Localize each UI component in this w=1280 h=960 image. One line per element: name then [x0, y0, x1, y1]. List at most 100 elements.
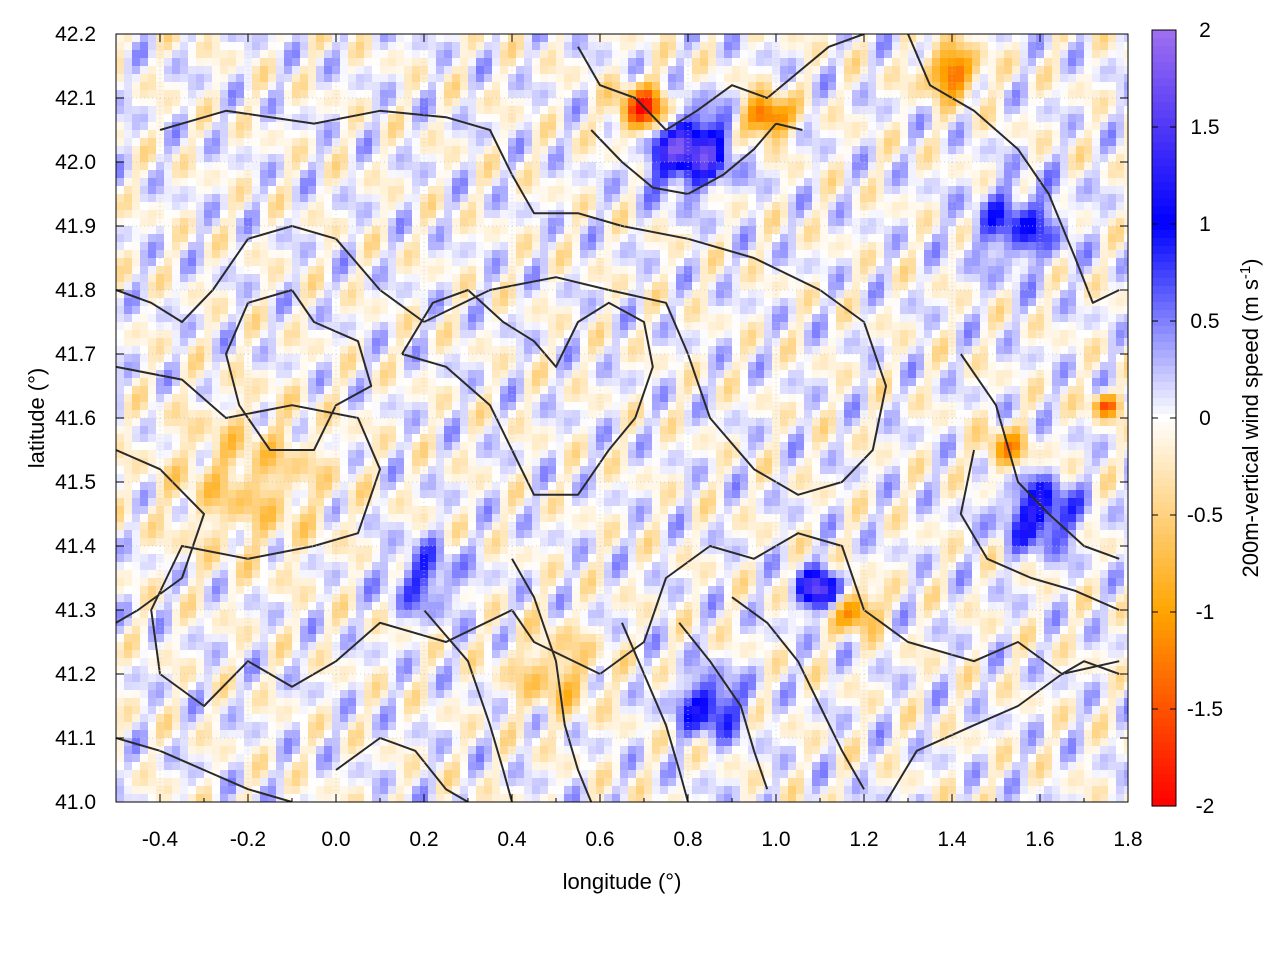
heatmap-cell [524, 50, 532, 58]
heatmap-cell [756, 314, 764, 322]
heatmap-cell [460, 346, 468, 354]
heatmap-cell [340, 242, 348, 250]
heatmap-cell [916, 66, 924, 74]
heatmap-cell [412, 346, 420, 354]
heatmap-cell [484, 298, 492, 306]
heatmap-cell [132, 266, 140, 274]
heatmap-cell [1116, 138, 1124, 146]
heatmap-cell [1020, 170, 1028, 178]
heatmap-cell [140, 90, 148, 98]
heatmap-cell [884, 66, 892, 74]
heatmap-cell [380, 50, 388, 58]
heatmap-cell [116, 98, 124, 106]
heatmap-cell [1020, 194, 1028, 202]
heatmap-cell [988, 282, 996, 290]
heatmap-cell [724, 338, 732, 346]
heatmap-cell [572, 146, 580, 154]
heatmap-cell [644, 186, 652, 194]
heatmap-cell [204, 42, 212, 50]
heatmap-cell [364, 194, 372, 202]
heatmap-cell [268, 226, 276, 234]
heatmap-cell [396, 282, 404, 290]
heatmap-cell [676, 138, 684, 146]
heatmap-cell [220, 202, 228, 210]
heatmap-cell [676, 210, 684, 218]
heatmap-cell [556, 290, 564, 298]
heatmap-cell [884, 314, 892, 322]
heatmap-cell [124, 74, 132, 82]
heatmap-cell [828, 218, 836, 226]
heatmap-cell [500, 162, 508, 170]
heatmap-cell [1060, 58, 1068, 66]
heatmap-cell [548, 290, 556, 298]
heatmap-cell [716, 282, 724, 290]
heatmap-cell [972, 34, 980, 42]
heatmap-cell [524, 250, 532, 258]
heatmap-cell [460, 50, 468, 58]
heatmap-cell [980, 266, 988, 274]
heatmap-cell [500, 266, 508, 274]
heatmap-cell [180, 322, 188, 330]
heatmap-cell [428, 154, 436, 162]
heatmap-cell [716, 330, 724, 338]
heatmap-cell [828, 146, 836, 154]
heatmap-cell [940, 322, 948, 330]
heatmap-cell [252, 138, 260, 146]
heatmap-cell [404, 34, 412, 42]
heatmap-cell [404, 66, 412, 74]
heatmap-cell [428, 74, 436, 82]
heatmap-cell [116, 138, 124, 146]
heatmap-cell [236, 330, 244, 338]
heatmap-cell [196, 322, 204, 330]
heatmap-cell [388, 186, 396, 194]
heatmap-cell [804, 242, 812, 250]
heatmap-cell [708, 258, 716, 266]
heatmap-cell [364, 170, 372, 178]
heatmap-cell [660, 330, 668, 338]
heatmap-cell [652, 282, 660, 290]
heatmap-cell [412, 226, 420, 234]
heatmap-cell [612, 226, 620, 234]
heatmap-cell [756, 194, 764, 202]
heatmap-cell [436, 114, 444, 122]
heatmap-cell [524, 178, 532, 186]
heatmap-cell [412, 274, 420, 282]
heatmap-cell [732, 218, 740, 226]
heatmap-cell [484, 170, 492, 178]
heatmap-cell [964, 74, 972, 82]
heatmap-cell [476, 106, 484, 114]
heatmap-cell [692, 266, 700, 274]
heatmap-cell [540, 106, 548, 114]
heatmap-cell [204, 210, 212, 218]
heatmap-cell [1124, 226, 1128, 234]
heatmap-cell [916, 114, 924, 122]
heatmap-cell [652, 250, 660, 258]
heatmap-cell [820, 122, 828, 130]
heatmap-cell [1084, 338, 1092, 346]
heatmap-cell [124, 34, 132, 42]
heatmap-cell [380, 338, 388, 346]
heatmap-cell [796, 154, 804, 162]
heatmap-cell [524, 106, 532, 114]
heatmap-cell [1076, 306, 1084, 314]
heatmap-cell [236, 290, 244, 298]
heatmap-cell [340, 298, 348, 306]
heatmap-cell [1116, 106, 1124, 114]
heatmap-cell [700, 330, 708, 338]
heatmap-cell [836, 114, 844, 122]
heatmap-cell [476, 282, 484, 290]
heatmap-cell [540, 314, 548, 322]
heatmap-cell [524, 266, 532, 274]
heatmap-cell [404, 106, 412, 114]
heatmap-cell [468, 42, 476, 50]
heatmap-cell [908, 42, 916, 50]
heatmap-cell [604, 82, 612, 90]
heatmap-cell [876, 306, 884, 314]
heatmap-cell [396, 138, 404, 146]
heatmap-cell [1044, 146, 1052, 154]
heatmap-cell [164, 338, 172, 346]
heatmap-cell [164, 178, 172, 186]
heatmap-cell [1108, 122, 1116, 130]
heatmap-cell [732, 90, 740, 98]
heatmap-cell [956, 282, 964, 290]
